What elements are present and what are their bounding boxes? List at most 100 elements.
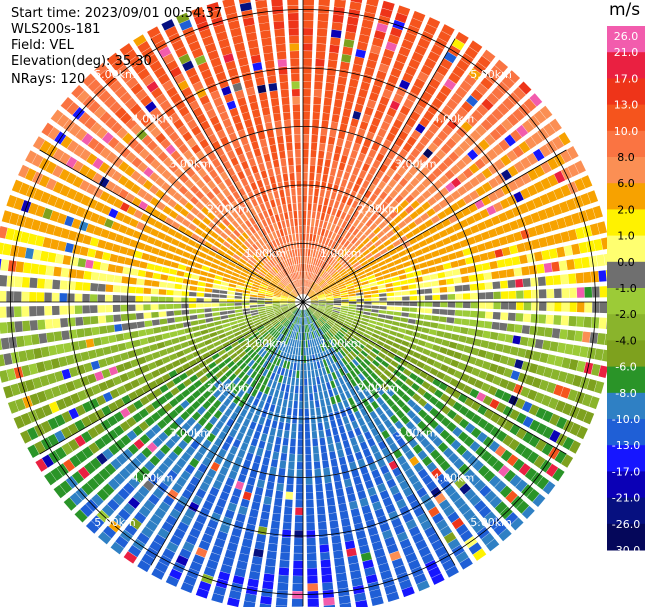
velocity-gate — [271, 152, 279, 161]
velocity-gate — [333, 153, 341, 162]
velocity-gate — [556, 246, 566, 258]
velocity-gate — [215, 325, 224, 331]
velocity-gate — [535, 407, 547, 420]
velocity-gate — [339, 287, 347, 292]
velocity-gate — [324, 90, 334, 99]
velocity-gate — [416, 282, 424, 289]
velocity-gate — [290, 385, 295, 393]
velocity-gate — [273, 444, 281, 453]
velocity-gate — [348, 125, 357, 135]
colorbar-tick-label: 13.0 — [614, 99, 639, 112]
velocity-gate — [390, 67, 402, 78]
velocity-gate — [237, 318, 245, 324]
velocity-gate — [335, 394, 342, 403]
velocity-gate — [237, 449, 246, 459]
velocity-gate — [534, 338, 544, 349]
velocity-gate — [203, 566, 216, 577]
velocity-gate — [280, 367, 286, 376]
velocity-gate — [93, 226, 103, 237]
velocity-gate — [561, 302, 570, 312]
velocity-gate — [147, 361, 157, 371]
velocity-gate — [307, 279, 310, 288]
velocity-gate — [41, 404, 53, 417]
velocity-gate — [139, 233, 149, 242]
velocity-gate — [312, 112, 320, 120]
velocity-gate — [310, 299, 319, 302]
velocity-gate — [297, 309, 301, 317]
velocity-gate — [210, 461, 220, 472]
velocity-gate — [330, 29, 342, 39]
velocity-gate — [348, 216, 356, 225]
velocity-gate — [58, 168, 71, 181]
velocity-gate — [255, 276, 263, 282]
velocity-gate — [102, 251, 111, 261]
velocity-gate — [435, 222, 445, 231]
velocity-gate — [377, 351, 386, 359]
velocity-gate — [448, 72, 461, 84]
velocity-gate — [360, 196, 368, 206]
velocity-gate — [215, 420, 225, 430]
velocity-gate — [182, 378, 192, 387]
velocity-gate — [455, 293, 463, 300]
velocity-gate — [132, 339, 142, 348]
colorbar-tick-label: -13.0 — [612, 439, 640, 452]
velocity-gate — [61, 411, 73, 423]
velocity-gate — [417, 468, 429, 479]
velocity-gate — [543, 262, 553, 273]
velocity-gate — [317, 13, 329, 22]
velocity-gate — [436, 330, 445, 338]
velocity-gate — [421, 246, 431, 254]
velocity-gate — [533, 110, 547, 124]
velocity-gate — [434, 337, 443, 345]
velocity-gate — [412, 393, 422, 403]
velocity-gate — [263, 277, 271, 283]
velocity-gate — [202, 334, 211, 341]
velocity-gate — [500, 154, 512, 167]
velocity-gate — [331, 313, 339, 317]
velocity-gate — [348, 296, 357, 299]
velocity-gate — [599, 302, 608, 314]
velocity-gate — [443, 447, 454, 459]
velocity-gate — [305, 287, 309, 295]
velocity-gate — [307, 339, 311, 348]
velocity-gate — [343, 322, 351, 328]
velocity-gate — [113, 314, 122, 322]
velocity-gate — [270, 98, 280, 107]
velocity-gate — [534, 224, 545, 236]
velocity-gate — [331, 160, 339, 169]
velocity-gate — [406, 324, 415, 330]
velocity-gate — [253, 281, 261, 286]
velocity-gate — [389, 200, 399, 209]
velocity-gate — [15, 261, 25, 273]
velocity-gate — [192, 217, 201, 226]
velocity-gate — [329, 44, 340, 54]
velocity-gate — [247, 39, 259, 49]
velocity-gate — [538, 302, 547, 311]
velocity-gate — [145, 328, 154, 336]
velocity-gate — [336, 418, 343, 427]
velocity-gate — [284, 499, 293, 508]
velocity-gate — [87, 137, 100, 150]
ring-label: 5.00km — [470, 68, 512, 81]
velocity-gate — [325, 322, 332, 329]
velocity-gate — [340, 309, 348, 314]
velocity-gate — [379, 489, 390, 500]
velocity-gate — [325, 276, 333, 283]
velocity-gate — [191, 400, 201, 410]
velocity-gate — [206, 322, 215, 328]
velocity-gate — [180, 235, 190, 244]
velocity-gate — [239, 275, 247, 281]
velocity-gate — [343, 251, 351, 259]
velocity-gate — [597, 221, 608, 234]
velocity-gate — [330, 527, 340, 537]
velocity-gate — [287, 157, 294, 166]
velocity-gate — [371, 298, 380, 301]
velocity-gate — [143, 287, 152, 295]
velocity-gate — [464, 135, 476, 147]
velocity-gate — [266, 370, 272, 379]
velocity-gate — [280, 298, 288, 301]
velocity-gate — [118, 224, 128, 234]
velocity-gate — [195, 588, 209, 599]
velocity-gate — [303, 73, 312, 82]
velocity-gate — [320, 352, 325, 360]
